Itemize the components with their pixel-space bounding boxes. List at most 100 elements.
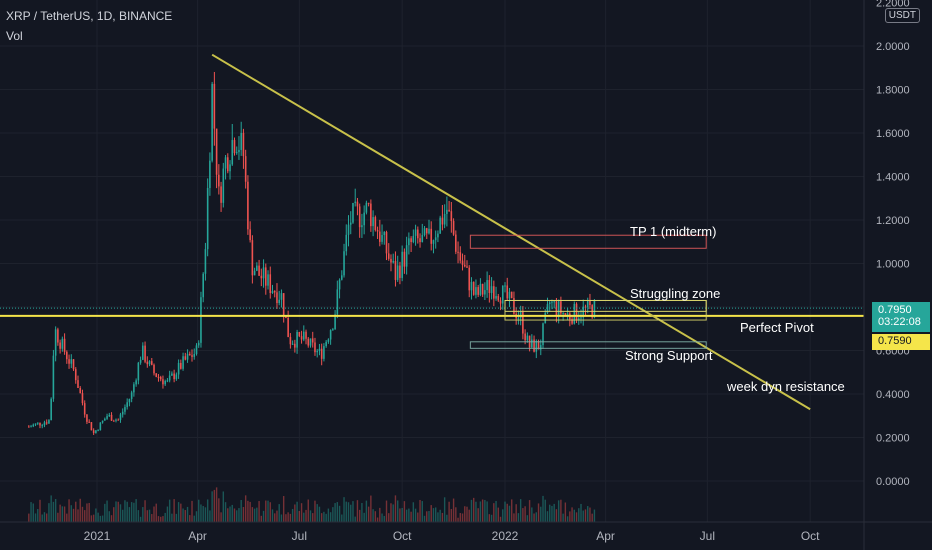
volume-bar — [564, 502, 567, 522]
volume-bar — [356, 500, 359, 522]
volume-bar — [77, 509, 79, 522]
volume-bar — [133, 502, 135, 522]
candle-body — [211, 83, 213, 161]
candle-body — [392, 261, 395, 263]
volume-bar — [562, 513, 564, 522]
volume-bar — [464, 506, 466, 522]
candle-body — [229, 164, 231, 172]
volume-bar — [443, 497, 446, 522]
candle-body — [412, 235, 415, 243]
candle-body — [244, 156, 247, 182]
candle-body — [517, 317, 520, 319]
volume-bar — [484, 499, 486, 522]
candle-body — [135, 380, 137, 385]
volume-bar — [173, 499, 175, 522]
candle-body — [311, 338, 314, 343]
volume-bar — [86, 503, 88, 522]
candle-body — [184, 356, 187, 360]
candle-body — [361, 225, 363, 228]
candle-body — [45, 422, 48, 424]
volume-bar — [265, 500, 267, 522]
candle-body — [372, 217, 374, 227]
volume-bar — [477, 508, 479, 522]
volume-bar — [358, 509, 361, 522]
candle-body — [434, 237, 437, 241]
candle-body — [121, 411, 124, 415]
volume-bar — [578, 508, 580, 522]
candle-body — [238, 149, 240, 153]
volume-bar — [535, 512, 537, 522]
candle-body — [280, 293, 283, 300]
price-tick-label: 2.0000 — [876, 41, 910, 53]
annotation-week-dyn-resistance: week dyn resistance — [726, 379, 845, 394]
candle-body — [222, 168, 225, 203]
volume-bar — [229, 506, 231, 522]
price-tick-label: 1.2000 — [876, 215, 910, 227]
volume-bar — [34, 513, 37, 522]
candle-body — [332, 329, 334, 331]
volume-bar — [50, 495, 52, 522]
currency-badge[interactable]: USDT — [884, 8, 920, 23]
volume-bar — [312, 513, 314, 522]
volume-bar — [475, 501, 477, 522]
candle-body — [81, 393, 84, 404]
volume-bar — [546, 511, 549, 522]
volume-bar — [526, 515, 529, 522]
volume-bar — [486, 501, 488, 522]
volume-bar — [361, 503, 363, 522]
volume-bar — [92, 514, 95, 522]
candle-body — [370, 203, 372, 227]
volume-bar — [202, 505, 204, 522]
volume-bar — [584, 509, 587, 522]
volume-bar — [52, 501, 55, 522]
volume-bar — [95, 508, 97, 522]
candle-body — [526, 335, 529, 341]
candle-body — [439, 217, 441, 234]
candle-body — [298, 332, 301, 337]
volume-bar — [191, 500, 193, 522]
volume-bar — [72, 508, 75, 522]
candle-body — [209, 160, 211, 188]
volume-bar — [381, 513, 383, 522]
candle-body — [452, 221, 455, 235]
trendline-dyn-resistance — [211, 53, 811, 411]
volume-bar — [544, 499, 546, 522]
candle-body — [441, 217, 444, 225]
candle-body — [421, 235, 424, 243]
volume-bar — [291, 508, 294, 522]
candle-body — [336, 289, 339, 315]
annotation-struggling-zone: Struggling zone — [630, 286, 720, 301]
volume-bar — [390, 503, 392, 522]
volume-bar — [455, 507, 457, 522]
volume-bar — [137, 510, 140, 522]
volume-bar — [162, 516, 164, 522]
candle-body — [220, 186, 222, 203]
volume-bar — [224, 502, 227, 522]
volume-label[interactable]: Vol — [6, 29, 23, 43]
candle-body — [309, 338, 312, 346]
candle-body — [106, 416, 108, 419]
candle-body — [258, 265, 260, 276]
candle-body — [90, 422, 93, 431]
candle-body — [186, 353, 189, 360]
volume-bar — [385, 500, 388, 522]
candle-body — [497, 296, 500, 301]
candle-body — [291, 343, 294, 345]
volume-bar — [388, 513, 390, 522]
candle-body — [195, 345, 198, 354]
candle-body — [247, 181, 249, 230]
candle-body — [486, 280, 488, 291]
volume-bar — [238, 508, 240, 522]
candle-body — [200, 297, 202, 343]
candle-body — [472, 281, 475, 295]
symbol-title[interactable]: XRP / TetherUS, 1D, BINANCE — [6, 9, 173, 23]
candle-body — [188, 353, 191, 356]
volume-bar — [582, 510, 584, 522]
candle-body — [419, 238, 421, 243]
volume-bar — [428, 511, 430, 522]
volume-bar — [336, 502, 339, 522]
candle-body — [390, 258, 392, 263]
candle-body — [197, 342, 200, 346]
